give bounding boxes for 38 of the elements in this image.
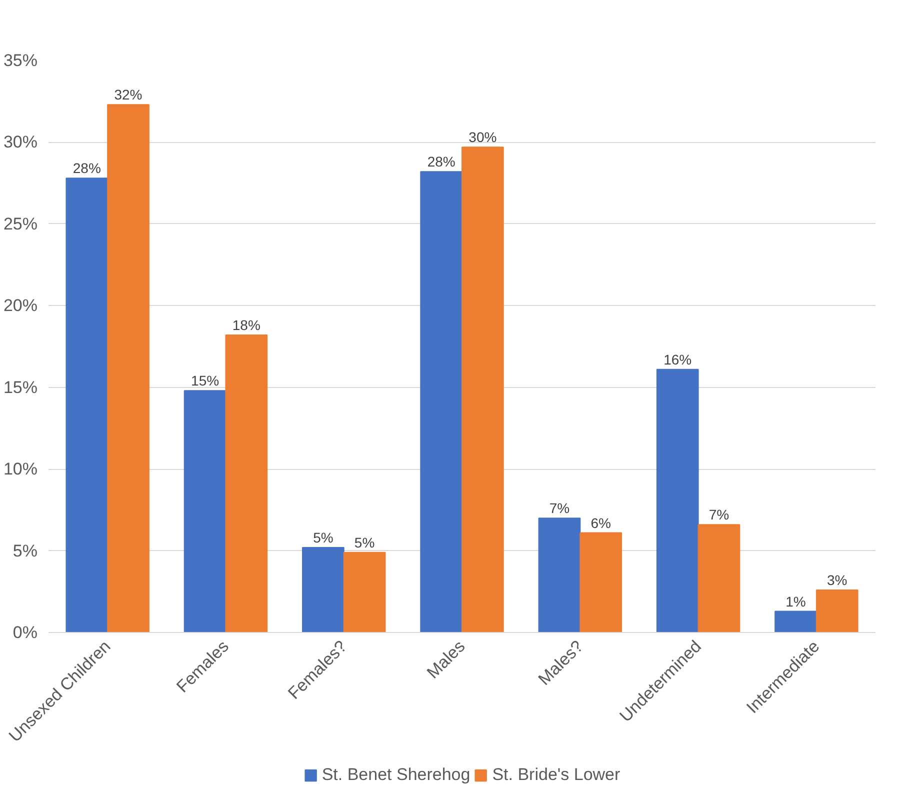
bar [538, 518, 581, 632]
data-label: 30% [468, 129, 497, 146]
bar [656, 368, 699, 632]
data-label: 5% [354, 534, 375, 550]
bar [774, 610, 817, 632]
y-tick-label: 10% [3, 460, 38, 479]
legend-label: St. Benet Sherehog [322, 765, 470, 785]
bar [816, 590, 858, 632]
data-label: 7% [708, 506, 730, 523]
y-tick-label: 25% [3, 214, 38, 234]
legend-label: St. Bride's Lower [492, 765, 620, 785]
y-tick-label: 0% [12, 623, 38, 642]
data-label: 15% [191, 372, 220, 389]
data-label: 5% [313, 530, 334, 546]
data-label: 32% [114, 86, 142, 103]
y-tick-label: 30% [3, 132, 38, 152]
bar [698, 524, 740, 632]
bar [302, 547, 344, 632]
bar [580, 532, 622, 632]
bar [66, 178, 108, 632]
bar [420, 171, 462, 632]
y-tick-label: 20% [3, 296, 38, 316]
data-label: 1% [786, 593, 806, 610]
bar [107, 104, 150, 632]
bar [225, 334, 268, 632]
data-label: 7% [549, 500, 570, 516]
y-tick-label: 5% [12, 541, 38, 560]
data-label: 28% [427, 154, 456, 170]
bar [343, 552, 386, 632]
bar [184, 390, 226, 632]
data-label: 16% [664, 351, 692, 368]
data-label: 3% [826, 572, 848, 588]
data-label: 18% [232, 317, 260, 334]
data-label: 6% [590, 514, 611, 531]
y-tick-label: 35% [3, 51, 38, 70]
bar [462, 146, 504, 632]
y-tick-label: 15% [3, 378, 38, 397]
data-label: 28% [72, 160, 101, 176]
